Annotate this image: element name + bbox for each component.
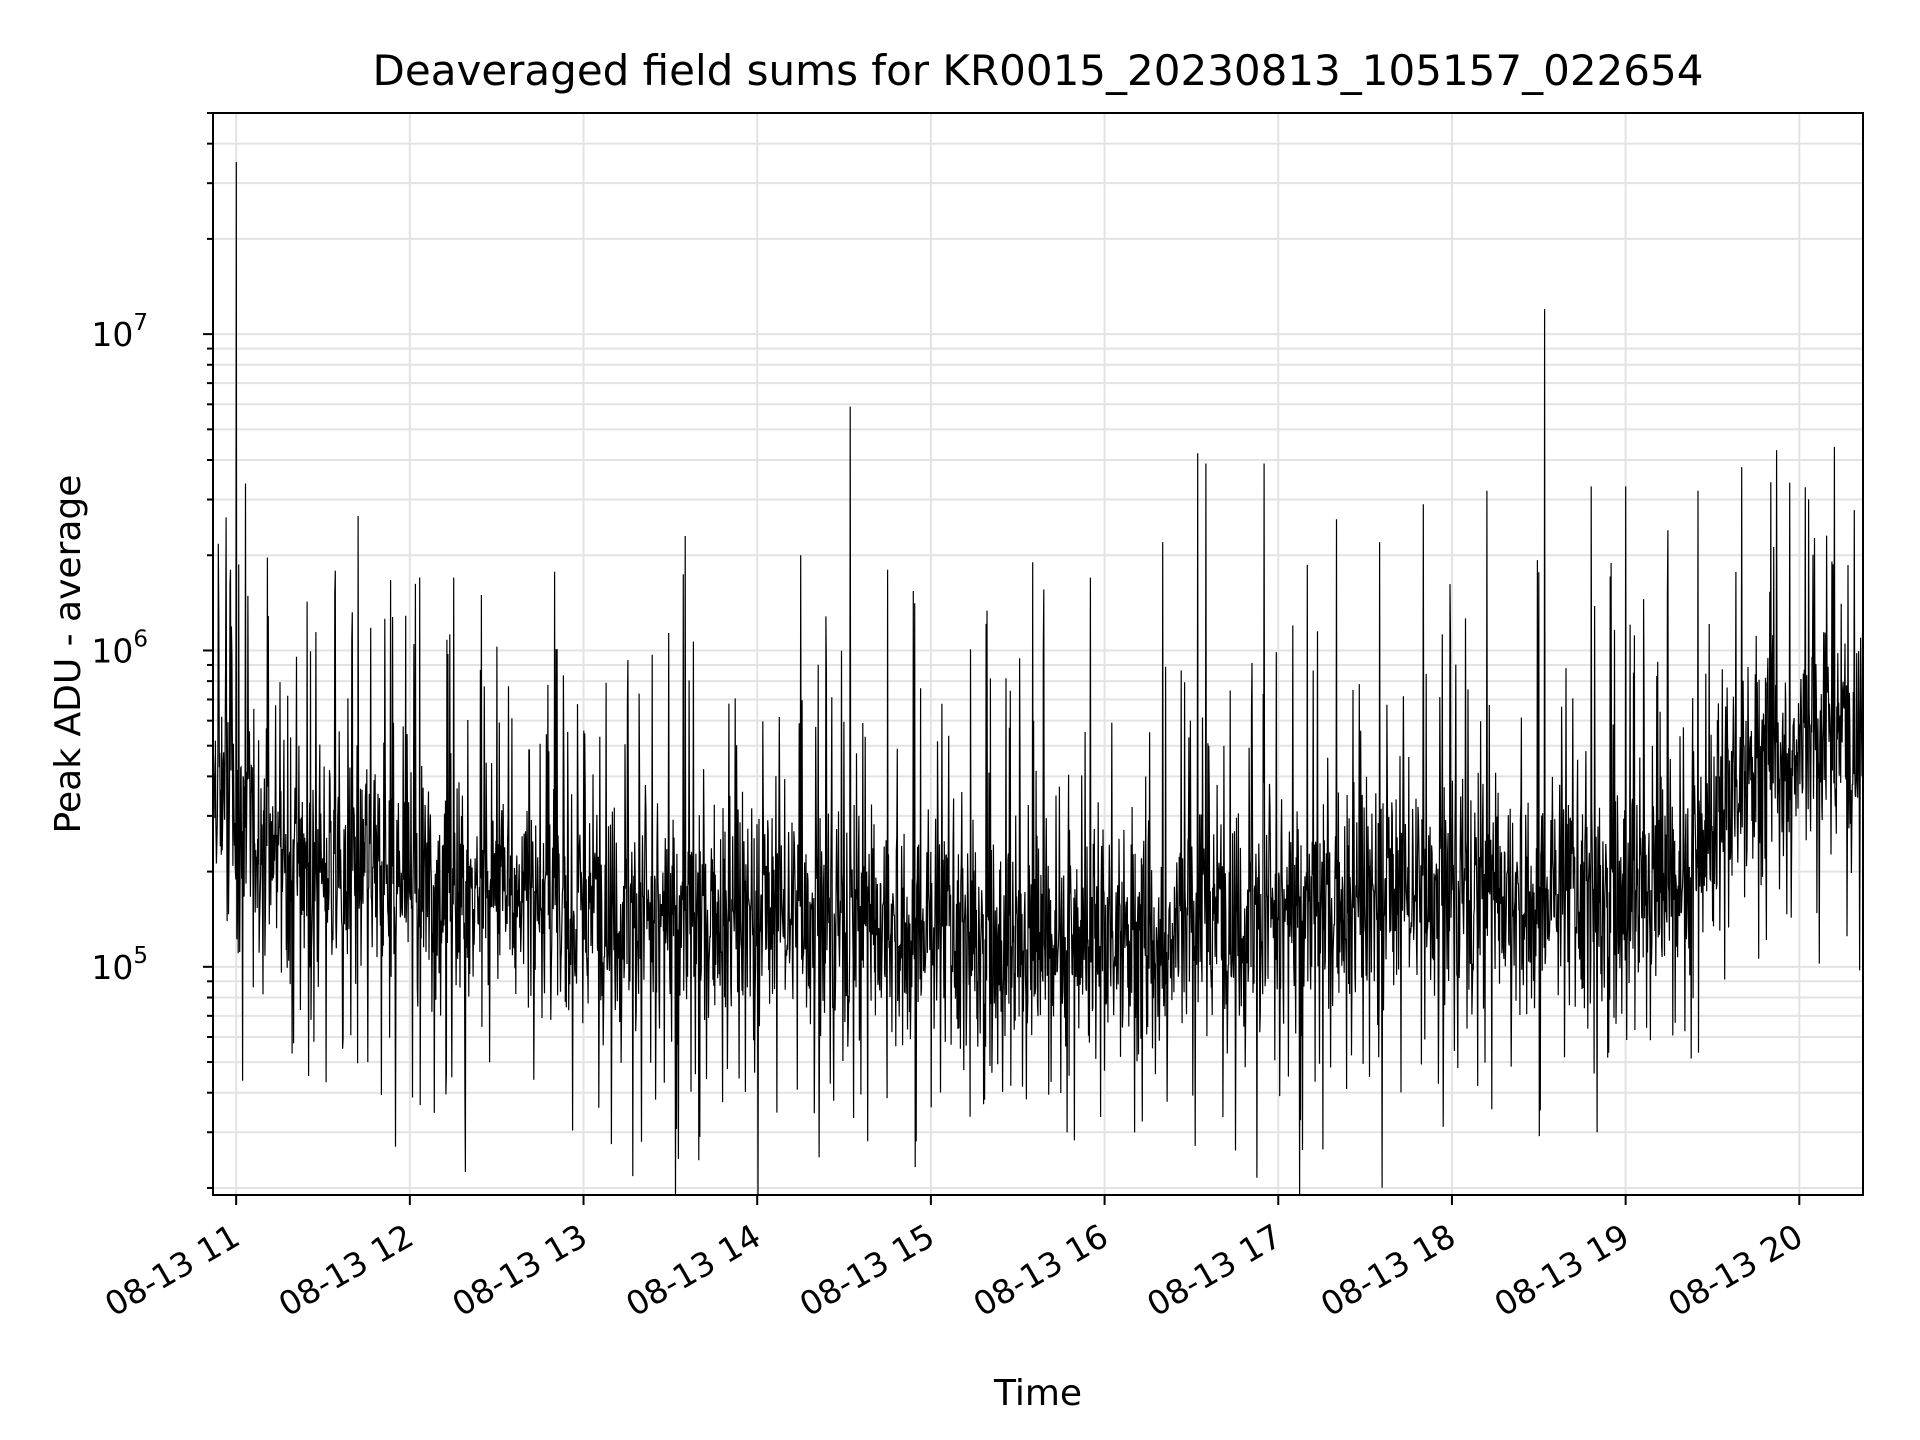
y-tick-label: 107: [91, 310, 148, 354]
x-tick-label: 08-13 16: [967, 1216, 1115, 1324]
x-tick-label: 08-13 20: [1661, 1216, 1809, 1324]
x-tick-label: 08-13 14: [619, 1216, 767, 1324]
x-tick-label: 08-13 13: [446, 1216, 594, 1324]
x-axis-label: Time: [993, 1373, 1082, 1414]
y-tick-label: 106: [91, 626, 148, 670]
y-tick-label: 105: [91, 943, 148, 987]
x-tick-label: 08-13 19: [1488, 1216, 1636, 1324]
x-tick-label: 08-13 11: [98, 1216, 246, 1324]
x-tick-label: 08-13 12: [272, 1216, 420, 1324]
axes: 08-13 11 08-13 12 08-13 13 08-13 14 08-13 15…: [91, 112, 1809, 1324]
y-axis-label: Peak ADU - average: [48, 475, 89, 834]
x-tick-label: 08-13 15: [793, 1216, 941, 1324]
x-tick-label: 08-13 18: [1314, 1216, 1462, 1324]
chart-title: Deaveraged field sums for KR0015_2023081…: [373, 46, 1704, 95]
series-line: [213, 161, 1863, 1195]
x-tick-label: 08-13 17: [1140, 1216, 1288, 1324]
plot-area: [212, 112, 1864, 1196]
series-path: [213, 161, 1863, 1195]
grid-lines: [213, 112, 1863, 1195]
